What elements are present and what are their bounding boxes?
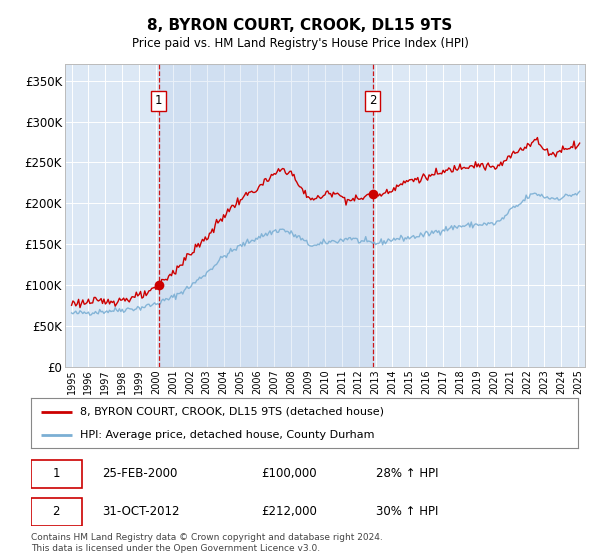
Text: HPI: Average price, detached house, County Durham: HPI: Average price, detached house, Coun…: [80, 431, 375, 440]
Text: 31-OCT-2012: 31-OCT-2012: [103, 505, 180, 519]
Text: 1: 1: [155, 94, 162, 107]
Text: 8, BYRON COURT, CROOK, DL15 9TS (detached house): 8, BYRON COURT, CROOK, DL15 9TS (detache…: [80, 407, 385, 417]
Text: 1: 1: [53, 468, 60, 480]
Text: Contains HM Land Registry data © Crown copyright and database right 2024.
This d: Contains HM Land Registry data © Crown c…: [31, 534, 383, 553]
Text: 2: 2: [369, 94, 376, 107]
Text: £100,000: £100,000: [261, 468, 317, 480]
Text: 28% ↑ HPI: 28% ↑ HPI: [376, 468, 439, 480]
Text: 30% ↑ HPI: 30% ↑ HPI: [376, 505, 439, 519]
Text: 8, BYRON COURT, CROOK, DL15 9TS: 8, BYRON COURT, CROOK, DL15 9TS: [148, 18, 452, 32]
FancyBboxPatch shape: [31, 498, 82, 526]
Text: £212,000: £212,000: [261, 505, 317, 519]
FancyBboxPatch shape: [31, 460, 82, 488]
Text: 2: 2: [53, 505, 60, 519]
Text: Price paid vs. HM Land Registry's House Price Index (HPI): Price paid vs. HM Land Registry's House …: [131, 36, 469, 50]
Bar: [158, 64, 373, 367]
Text: 25-FEB-2000: 25-FEB-2000: [103, 468, 178, 480]
